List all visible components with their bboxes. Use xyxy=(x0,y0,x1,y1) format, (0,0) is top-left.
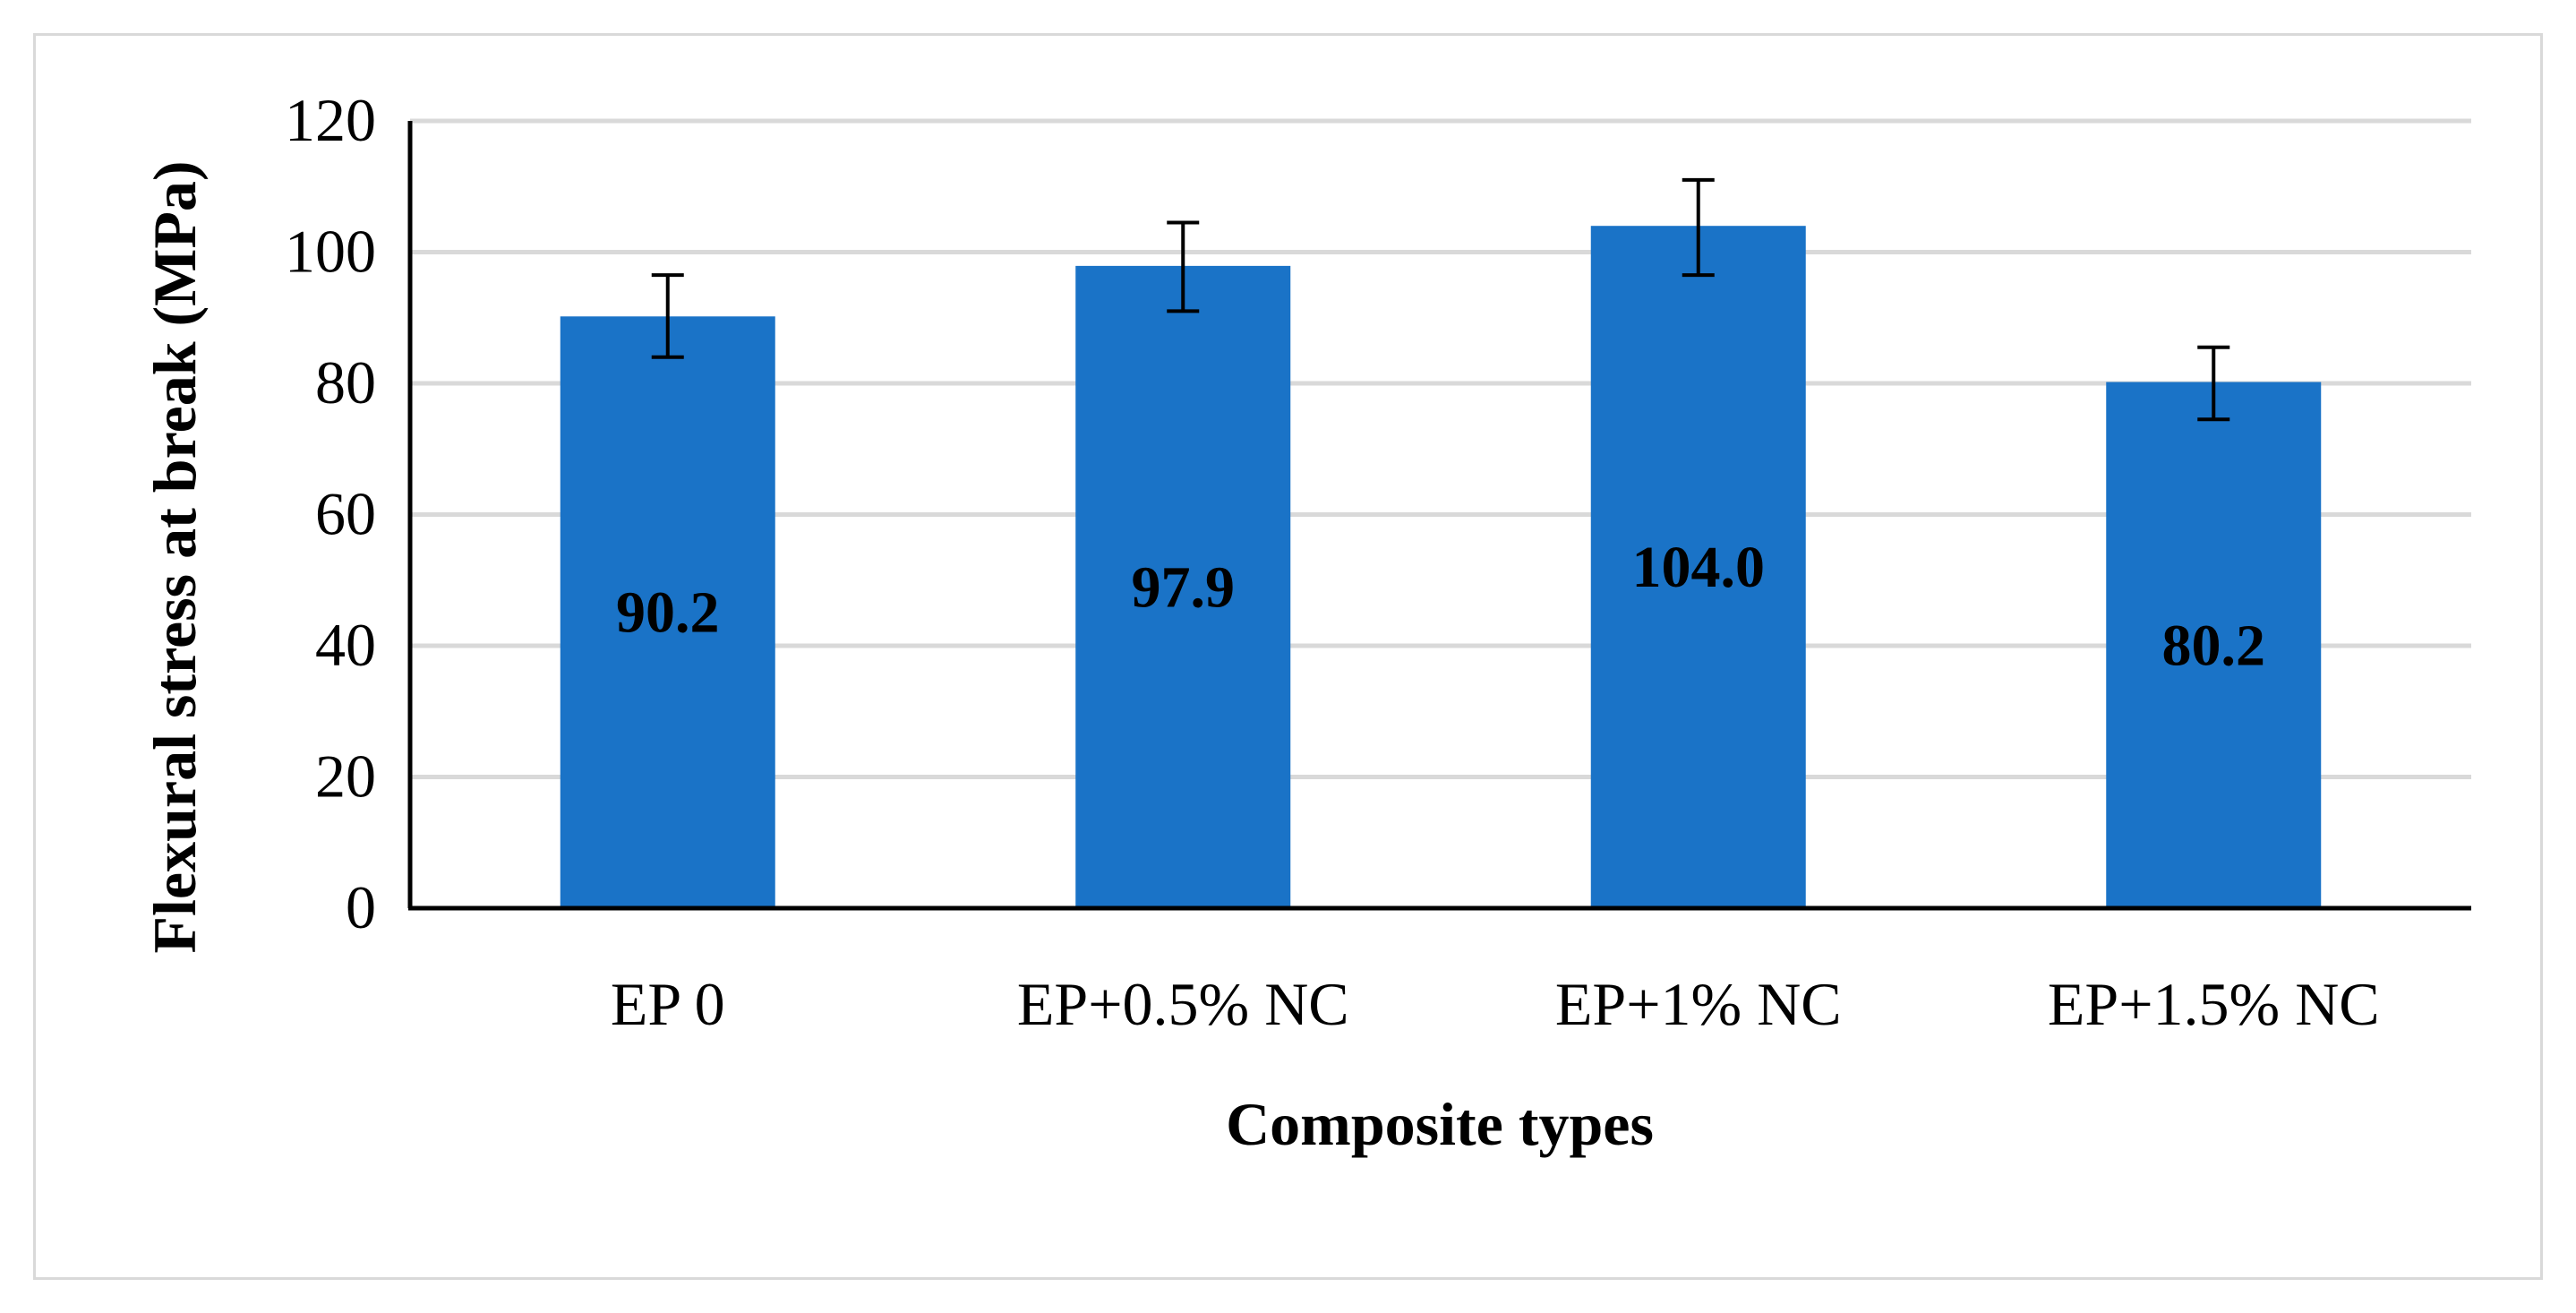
x-tick-label: EP+0.5% NC xyxy=(1017,970,1349,1038)
data-label: 90.2 xyxy=(616,580,720,646)
x-tick-label: EP+1.5% NC xyxy=(2048,970,2380,1038)
y-tick-label: 20 xyxy=(315,742,376,811)
data-labels: 90.2 97.9 104.0 80.2 xyxy=(616,535,2265,678)
bar xyxy=(1075,265,1291,908)
y-tick-label: 120 xyxy=(285,86,376,154)
error-bars xyxy=(651,177,2230,422)
y-axis-title: Flexural stress at break (MPa) xyxy=(141,160,209,953)
x-tick-labels: EP 0 EP+0.5% NC EP+1% NC EP+1.5% NC xyxy=(611,970,2380,1038)
bar xyxy=(1590,226,1806,908)
data-label: 80.2 xyxy=(2162,613,2266,678)
bar xyxy=(2106,382,2322,908)
data-label: 97.9 xyxy=(1132,554,1236,620)
bars xyxy=(560,226,2322,908)
x-axis-title: Composite types xyxy=(1226,1090,1654,1158)
data-label: 104.0 xyxy=(1632,535,1766,600)
y-tick-labels: 0 20 40 60 80 100 120 xyxy=(285,86,376,941)
bar xyxy=(560,316,775,908)
y-tick-label: 100 xyxy=(285,218,376,286)
y-tick-label: 0 xyxy=(346,873,376,941)
axes xyxy=(407,121,2471,911)
x-tick-label: EP+1% NC xyxy=(1555,970,1842,1038)
y-tick-label: 80 xyxy=(315,348,376,416)
y-tick-label: 40 xyxy=(315,611,376,679)
y-tick-label: 60 xyxy=(315,480,376,548)
x-tick-label: EP 0 xyxy=(611,970,725,1038)
